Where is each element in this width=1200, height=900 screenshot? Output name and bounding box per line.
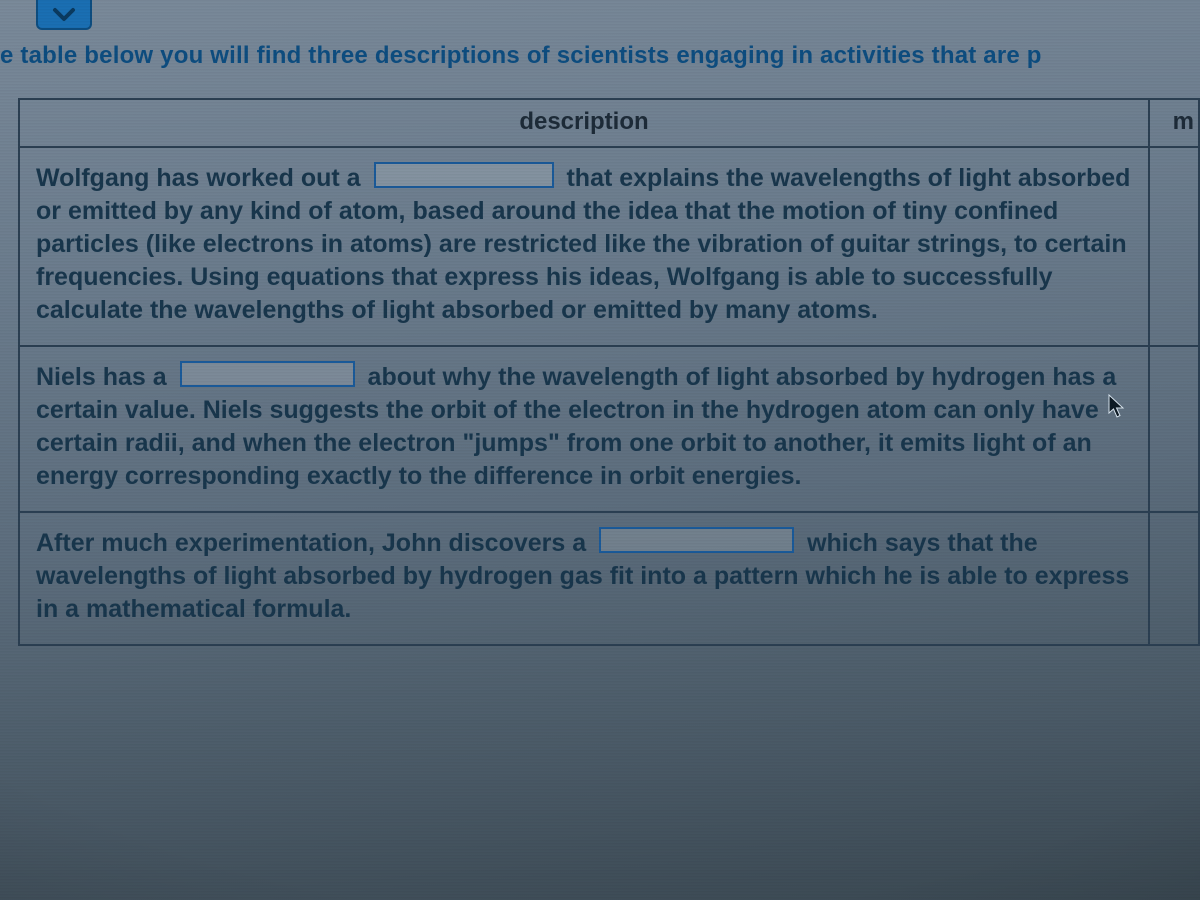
fill-blank-input[interactable] [180,361,355,387]
page-root: e table below you will find three descri… [0,0,1200,900]
description-cell: After much experimentation, John discove… [19,512,1149,645]
row-pre-text: After much experimentation, John discove… [36,529,586,557]
right-cell [1149,512,1199,645]
descriptions-table: description m Wolfgang has worked out a … [18,98,1200,646]
description-text: After much experimentation, John discove… [36,527,1132,626]
description-cell: Wolfgang has worked out a that explains … [19,147,1149,346]
table-header-row: description m [19,99,1199,147]
right-cell [1149,346,1199,512]
description-text: Niels has a about why the wavelength of … [36,361,1132,493]
row-pre-text: Niels has a [36,363,167,391]
col-header-right-fragment: m [1149,99,1199,147]
table-row: Wolfgang has worked out a that explains … [19,147,1199,346]
right-cell [1149,147,1199,346]
question-prompt-text: e table below you will find three descri… [0,42,1200,70]
table-row: After much experimentation, John discove… [19,512,1199,645]
descriptions-table-wrap: description m Wolfgang has worked out a … [18,98,1200,646]
description-cell: Niels has a about why the wavelength of … [19,346,1149,512]
fill-blank-input[interactable] [374,162,554,188]
description-text: Wolfgang has worked out a that explains … [36,162,1132,327]
row-pre-text: Wolfgang has worked out a [36,164,361,192]
fill-blank-input[interactable] [599,527,794,553]
chevron-down-icon [51,6,77,22]
collapse-dropdown-button[interactable] [36,0,92,30]
col-header-description: description [19,99,1149,147]
table-row: Niels has a about why the wavelength of … [19,346,1199,512]
